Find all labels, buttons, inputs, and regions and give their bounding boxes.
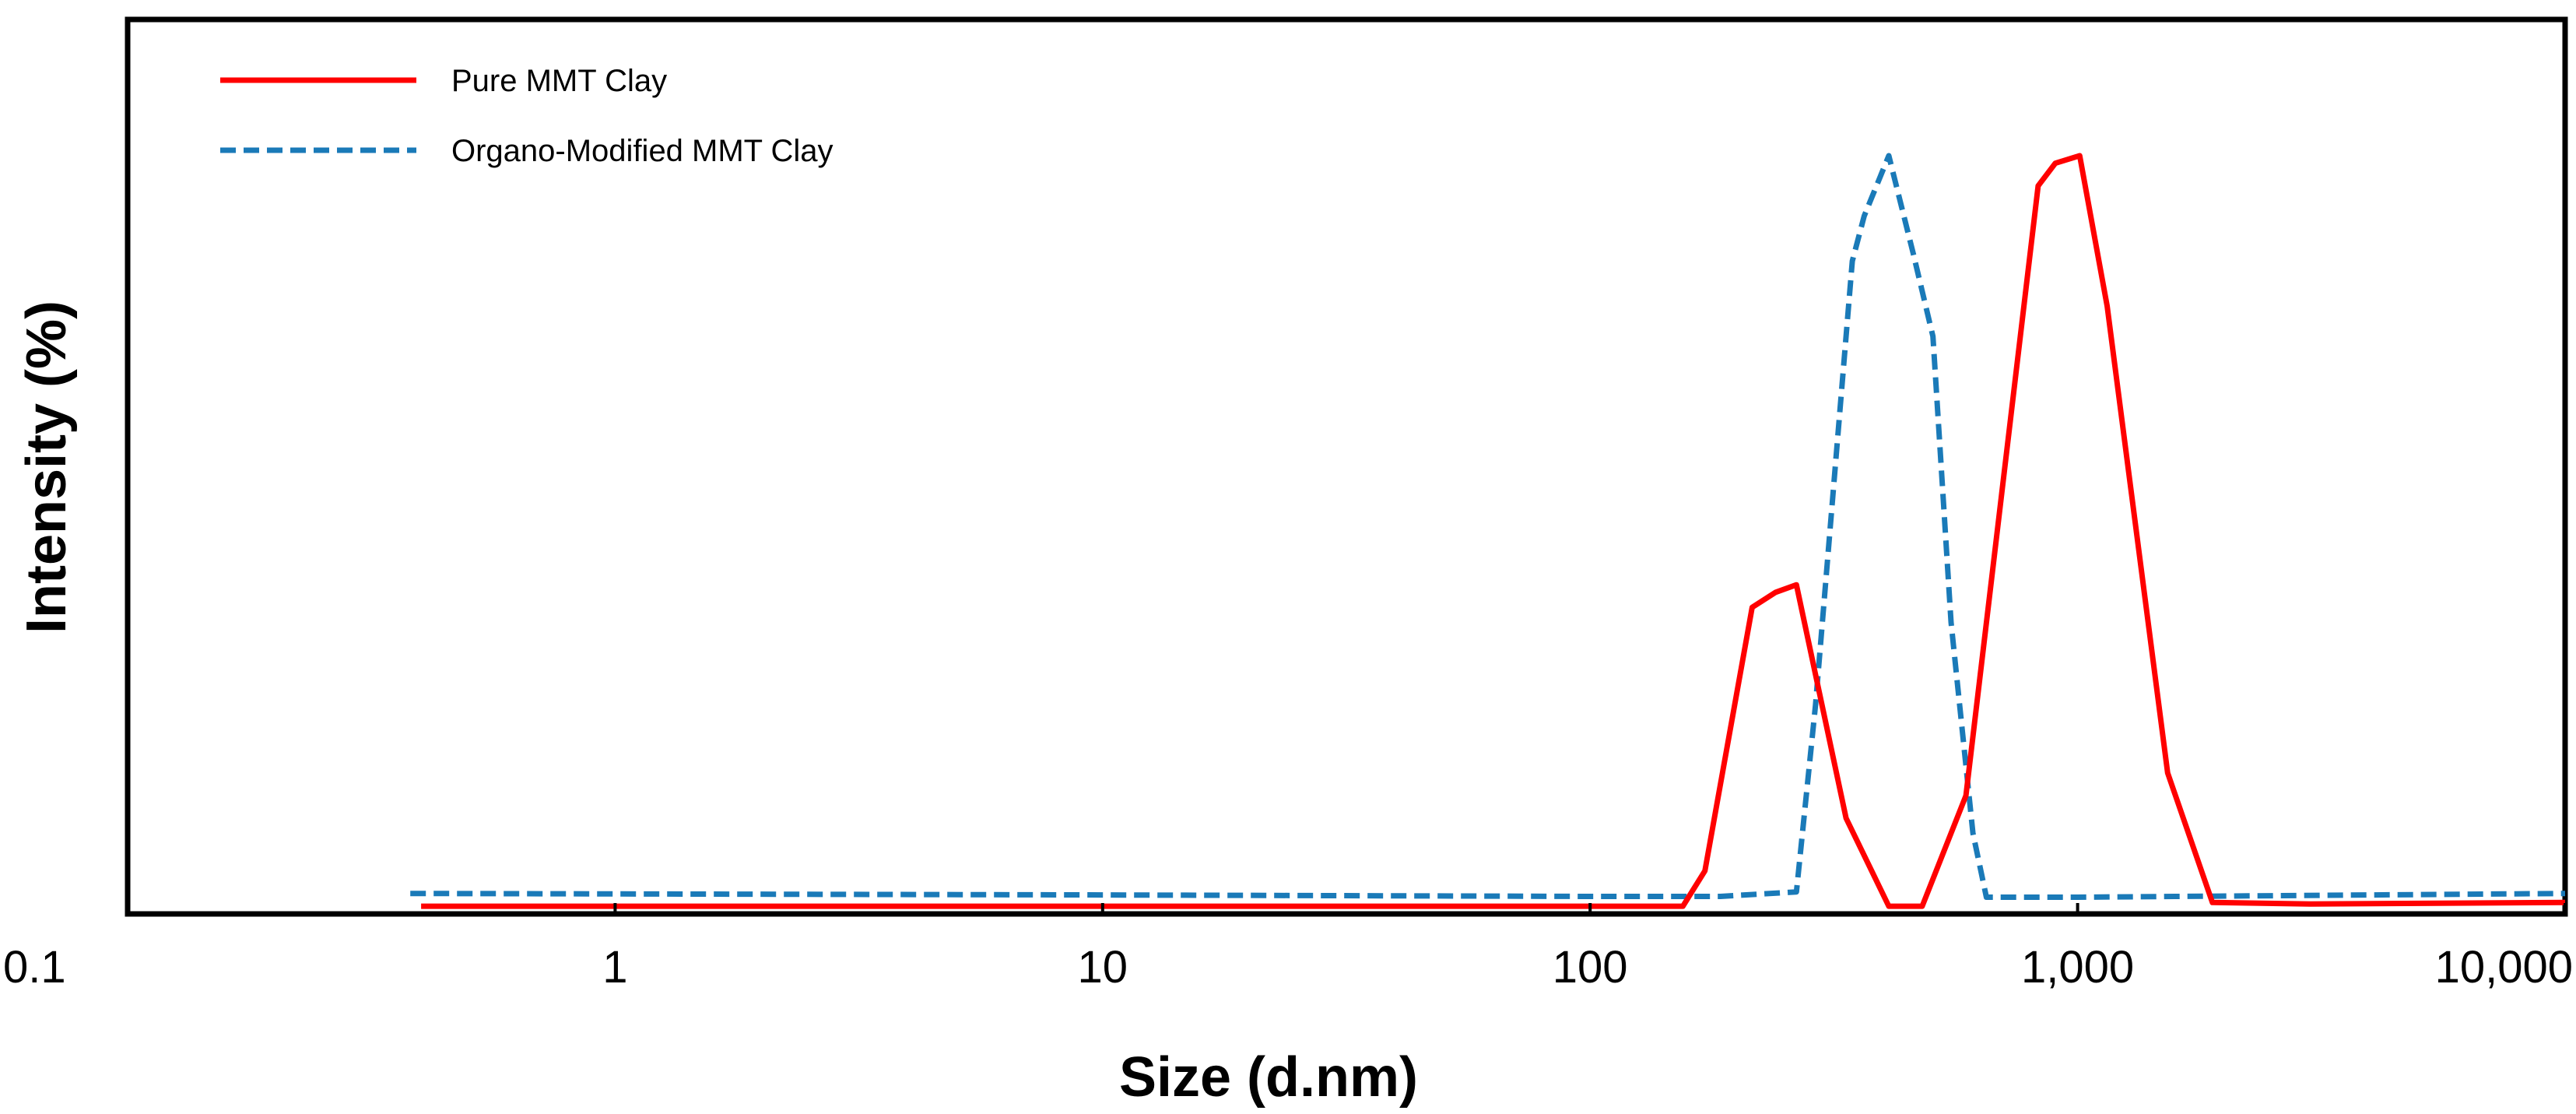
x-axis-title: Size (d.nm)	[1119, 1046, 1418, 1109]
x-tick-label: 1	[602, 942, 627, 993]
plot-frame	[125, 16, 2568, 917]
y-axis-title: Intensity (%)	[16, 300, 78, 634]
x-tick-label: 10	[1078, 942, 1128, 993]
x-tick-label: 100	[1553, 942, 1628, 993]
series-line-organo-modified-mmt-clay	[410, 153, 2566, 900]
legend-label-pure-mmt-clay: Pure MMT Clay	[451, 64, 667, 98]
series-line-pure-mmt-clay	[421, 153, 2566, 909]
series-group	[410, 153, 2566, 909]
legend: Pure MMT Clay Organo-Modified MMT Clay	[220, 64, 834, 168]
x-tick-label: 1,000	[2021, 942, 2134, 993]
x-tick-label: 0.1	[3, 942, 66, 993]
legend-label-organo-modified-mmt-clay: Organo-Modified MMT Clay	[451, 134, 834, 168]
x-axis-ticks: 0.1 1 10 100 1,000 10,000	[3, 903, 2573, 993]
x-tick-label: 10,000	[2435, 942, 2573, 993]
